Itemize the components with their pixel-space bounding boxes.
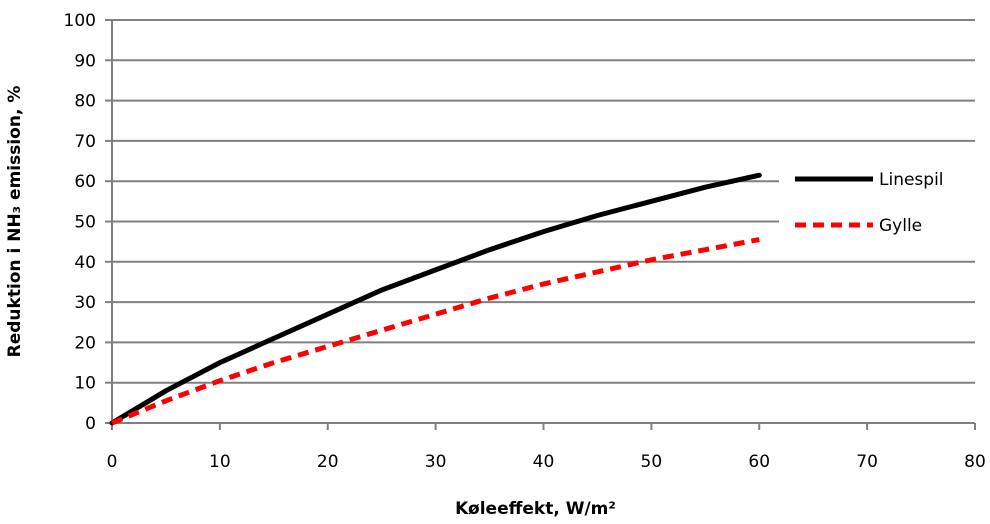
y-tick-label: 20 xyxy=(74,333,96,353)
axes xyxy=(105,19,976,430)
x-tick-label: 80 xyxy=(964,452,986,472)
x-tick-label: 40 xyxy=(533,452,555,472)
y-tick-label: 50 xyxy=(74,213,96,233)
series-lines xyxy=(109,172,762,426)
legend-label-gylle: Gylle xyxy=(879,216,922,236)
y-tick-labels: 0 10 20 30 40 50 60 70 80 90 100 xyxy=(64,11,96,434)
y-axis-title: Reduktion i NH₃ emission, % xyxy=(5,86,25,358)
gridlines xyxy=(112,19,975,384)
x-tick-label: 60 xyxy=(748,452,770,472)
x-tick-label: 0 xyxy=(107,452,118,472)
y-tick-label: 100 xyxy=(64,11,96,31)
y-tick-label: 40 xyxy=(74,253,96,273)
legend-background xyxy=(779,205,979,241)
x-axis-title: Køleeffekt, W/m² xyxy=(455,499,616,519)
x-tick-labels: 0 10 20 30 40 50 60 70 80 xyxy=(107,452,986,472)
x-tick-label: 10 xyxy=(209,452,231,472)
x-tick-label: 70 xyxy=(856,452,878,472)
y-tick-label: 30 xyxy=(74,293,96,313)
x-tick-label: 30 xyxy=(425,452,447,472)
series-line-gylle xyxy=(111,237,760,426)
x-tick-label: 50 xyxy=(641,452,663,472)
y-tick-label: 70 xyxy=(74,132,96,152)
y-tick-label: 90 xyxy=(74,51,96,71)
y-tick-label: 80 xyxy=(74,92,96,112)
legend-label-linespil: Linespil xyxy=(879,170,944,190)
legend: Linespil Gylle xyxy=(779,159,979,241)
x-tick-label: 20 xyxy=(317,452,339,472)
y-tick-label: 0 xyxy=(85,414,96,434)
y-tick-label: 60 xyxy=(74,172,96,192)
series-line-linespil xyxy=(109,172,762,426)
y-tick-label: 10 xyxy=(74,374,96,394)
